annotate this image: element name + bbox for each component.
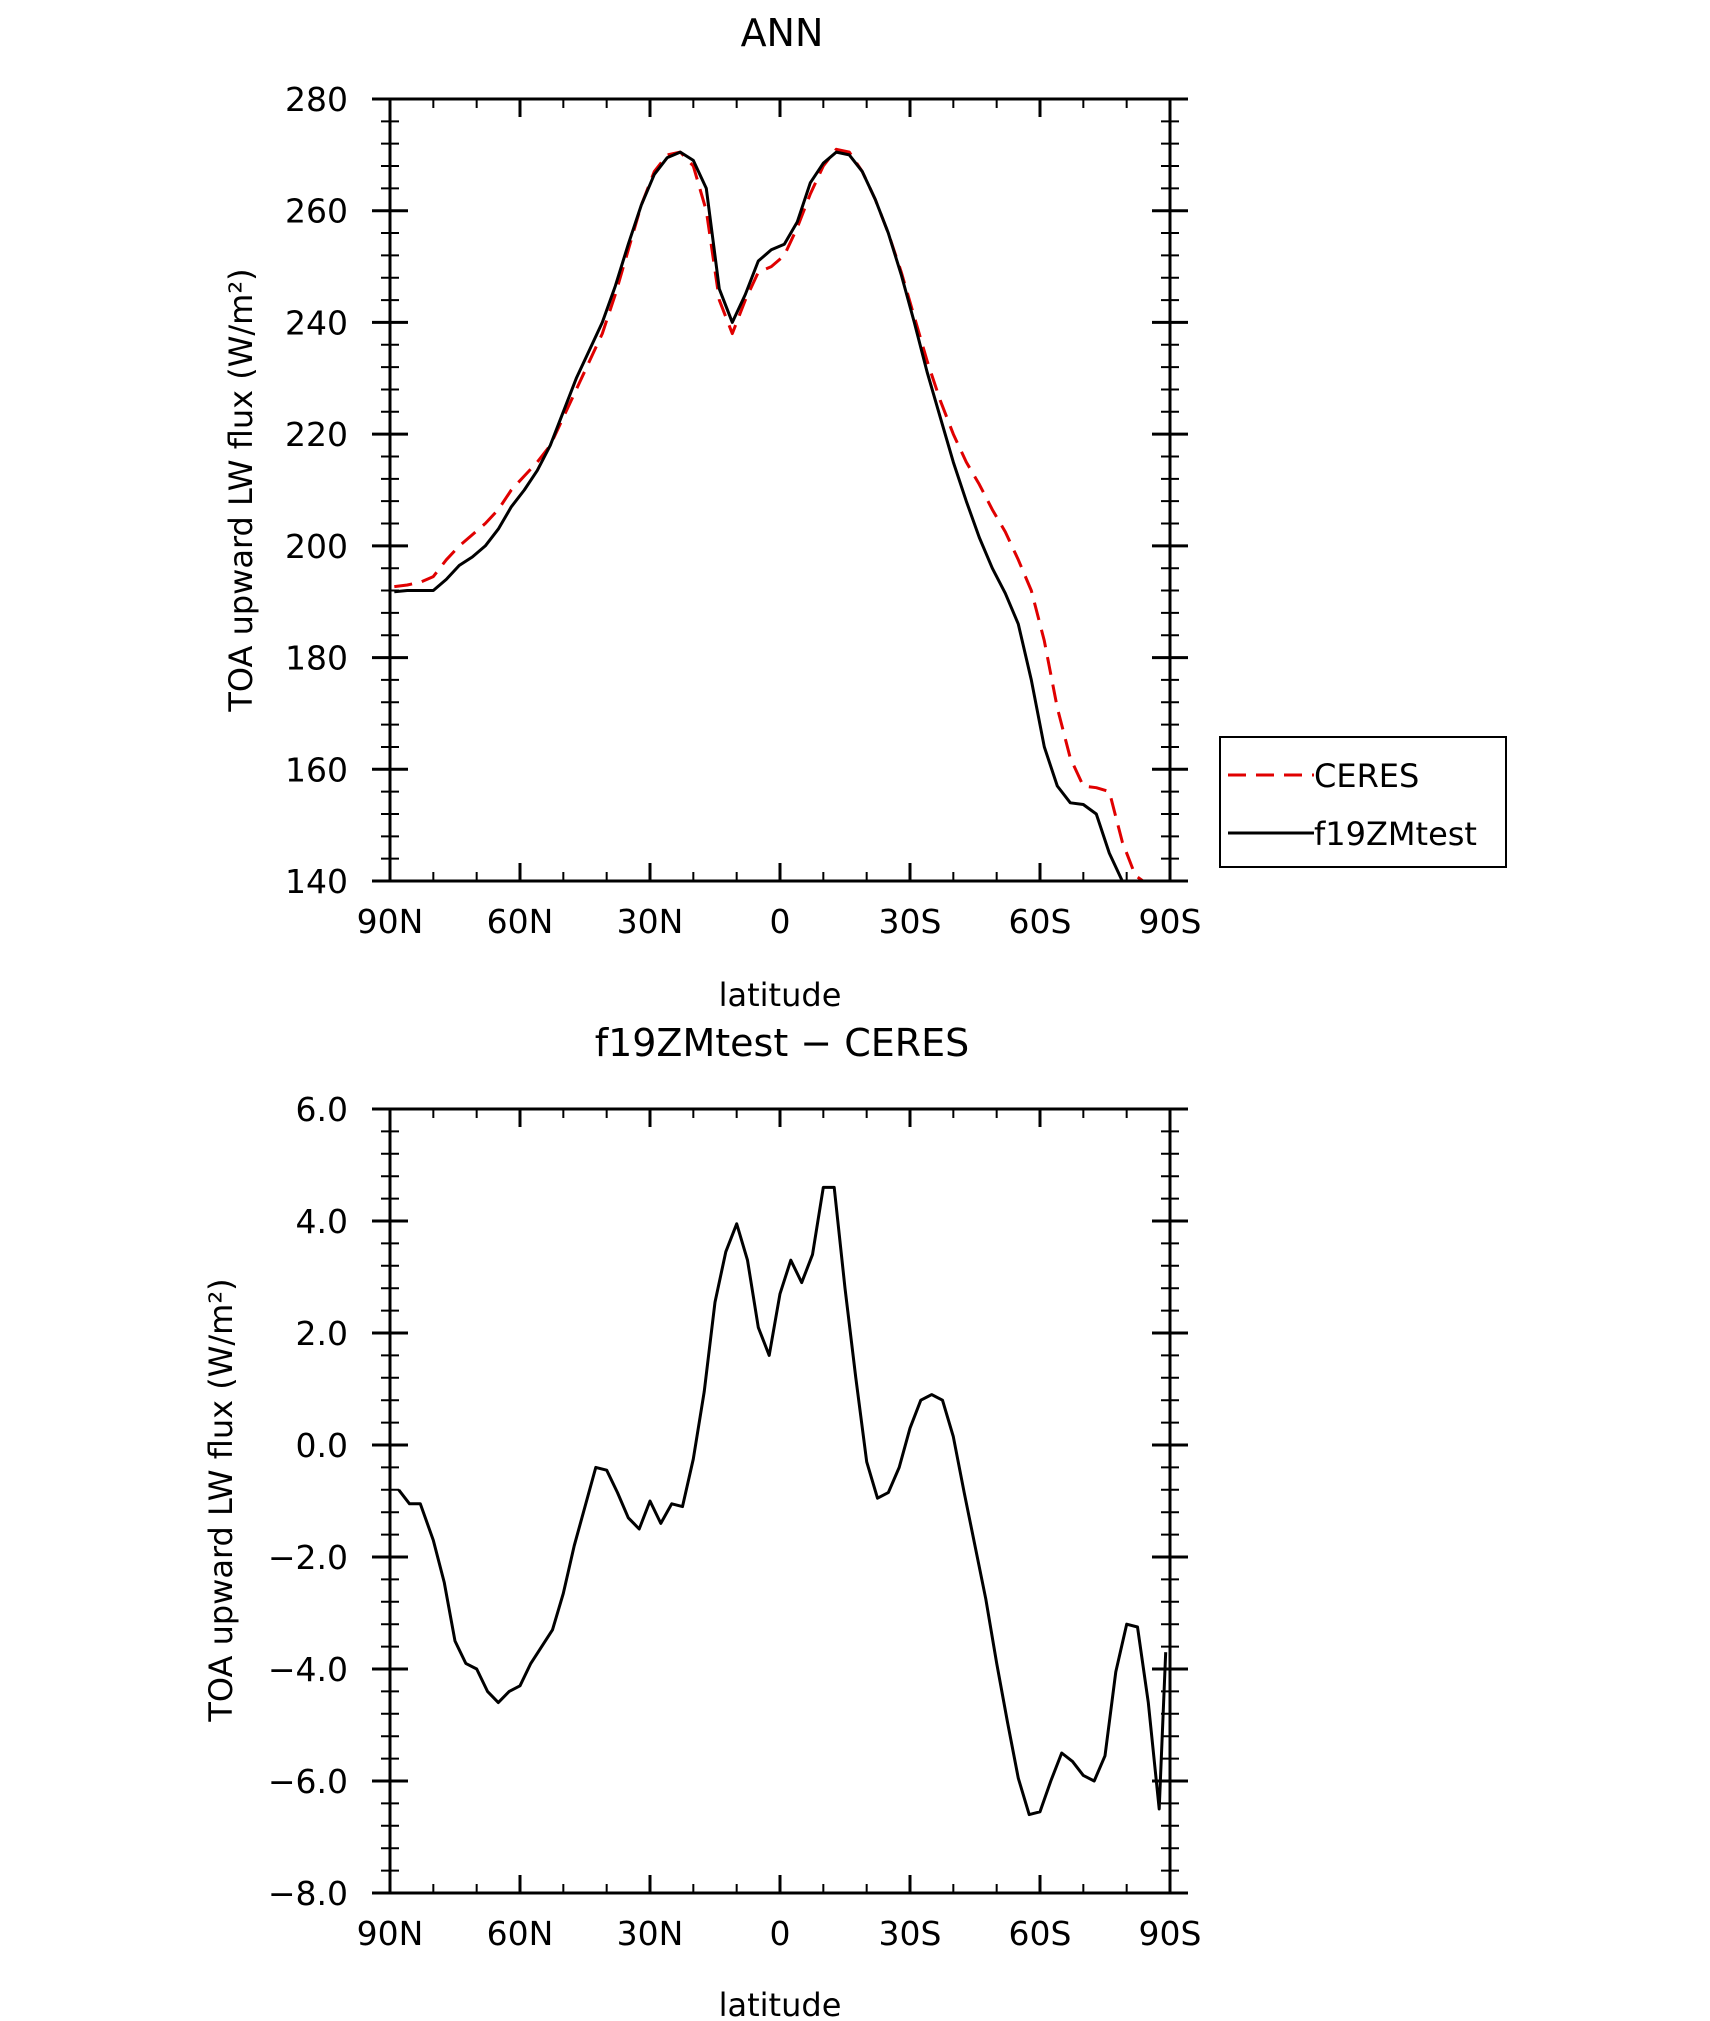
bottom-ytick-label: −8.0 — [268, 1874, 348, 1913]
top-ytick-label: 180 — [285, 639, 348, 678]
top-xtick-label: 30N — [617, 902, 684, 941]
top-ytick-label: 160 — [285, 750, 348, 789]
legend-box — [1219, 736, 1507, 868]
top-xtick-label: 60N — [487, 902, 554, 941]
bottom-panel-xlabel: latitude — [719, 1986, 842, 2021]
top-ytick-label: 260 — [285, 192, 348, 231]
legend-model-label: f19ZMtest — [1314, 815, 1477, 853]
top-xtick-label: 60S — [1009, 902, 1072, 941]
top-panel-frame — [388, 97, 1172, 883]
bottom-ytick-label: −4.0 — [268, 1650, 348, 1689]
legend-ceres-label: CERES — [1314, 757, 1419, 795]
bottom-ytick-label: −2.0 — [268, 1538, 348, 1577]
top-xtick-label: 30S — [879, 902, 942, 941]
top-series-line-ceres — [394, 147, 1146, 881]
bottom-panel-ticks: 90N 60N 30N 0 30S 60S 90S −8.0 −6.0 −4.0 −2.0 0.0 2.… — [268, 1090, 1202, 1953]
bottom-xtick-label: 90S — [1139, 1914, 1202, 1953]
top-ytick-label: 220 — [285, 415, 348, 454]
bottom-series-line-0 — [397, 1185, 1168, 1817]
bottom-ytick-label: 4.0 — [296, 1202, 348, 1241]
bottom-xtick-label: 90N — [357, 1914, 424, 1953]
top-xtick-label: 0 — [770, 902, 791, 941]
bottom-panel-series — [397, 1185, 1168, 1817]
bottom-panel-title: f19ZMtest − CERES — [595, 1021, 970, 1065]
bottom-xtick-label: 0 — [770, 1914, 791, 1953]
bottom-xtick-label: 30S — [879, 1914, 942, 1953]
bottom-ytick-label: 0.0 — [296, 1426, 348, 1465]
bottom-ytick-label: 6.0 — [296, 1090, 348, 1129]
top-panel-series — [394, 147, 1146, 881]
top-series-line-f19zmtest — [394, 150, 1125, 881]
bottom-panel-frame — [388, 1107, 1172, 1895]
bottom-ytick-label: 2.0 — [296, 1314, 348, 1353]
top-panel-xlabel: latitude — [719, 976, 842, 1014]
top-ytick-label: 140 — [285, 862, 348, 901]
bottom-panel: f19ZMtest − CERES 90N 60N 30N 0 30S 60S 90S −8.… — [202, 1021, 1201, 2021]
bottom-xtick-label: 60S — [1009, 1914, 1072, 1953]
bottom-panel-ylabel: TOA upward LW flux (W/m²) — [202, 1278, 240, 1722]
bottom-xtick-label: 30N — [617, 1914, 684, 1953]
top-panel: ANN 90N 60N 30N 0 30S 60S 90S 140 160 180 200 220 24… — [222, 11, 1507, 1014]
top-panel-ylabel: TOA upward LW flux (W/m²) — [222, 268, 260, 712]
top-xtick-label: 90S — [1139, 902, 1202, 941]
top-ytick-label: 200 — [285, 527, 348, 566]
legend: CERES f19ZMtest — [1219, 736, 1507, 868]
top-panel-ticks: 90N 60N 30N 0 30S 60S 90S 140 160 180 200 220 240 260… — [285, 80, 1201, 941]
bottom-xtick-label: 60N — [487, 1914, 554, 1953]
top-panel-title: ANN — [741, 11, 824, 55]
top-ytick-label: 280 — [285, 80, 348, 119]
top-xtick-label: 90N — [357, 902, 424, 941]
top-ytick-label: 240 — [285, 303, 348, 342]
bottom-ytick-label: −6.0 — [268, 1762, 348, 1801]
